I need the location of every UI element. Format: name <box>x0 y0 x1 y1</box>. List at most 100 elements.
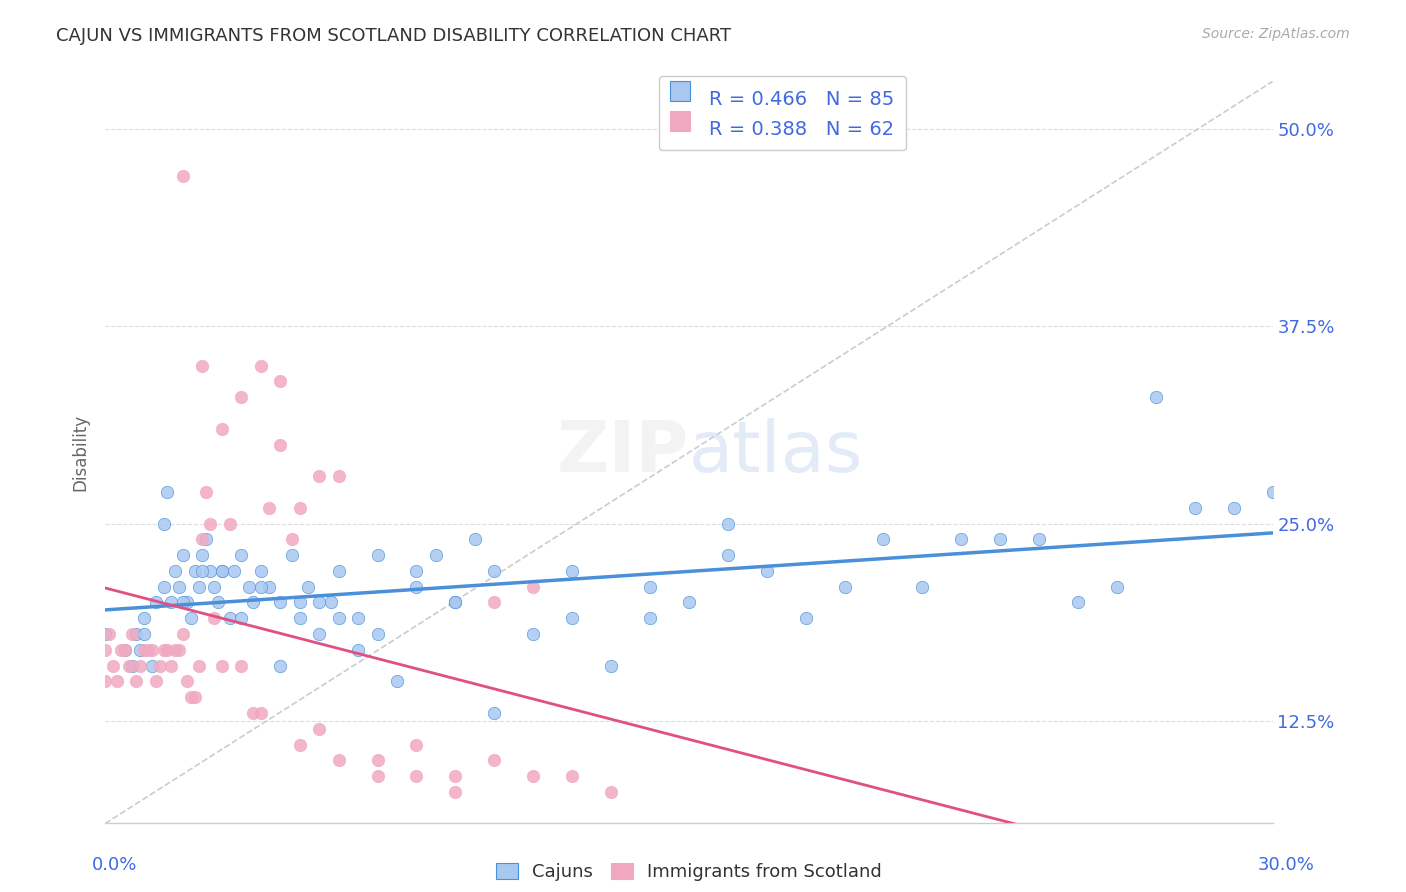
Point <box>191 359 214 373</box>
Point <box>242 595 264 609</box>
Point <box>114 642 136 657</box>
Text: 30.0%: 30.0% <box>1258 856 1315 874</box>
Point <box>211 658 233 673</box>
Point <box>165 564 187 578</box>
Point <box>160 595 183 609</box>
Point <box>176 595 198 609</box>
Point <box>202 580 225 594</box>
Point <box>180 611 202 625</box>
Text: CAJUN VS IMMIGRANTS FROM SCOTLAND DISABILITY CORRELATION CHART: CAJUN VS IMMIGRANTS FROM SCOTLAND DISABI… <box>56 27 731 45</box>
Point <box>425 548 447 562</box>
Point <box>200 516 222 531</box>
Point <box>94 627 117 641</box>
Point <box>638 580 661 594</box>
Point <box>269 375 291 389</box>
Point <box>172 595 194 609</box>
Point <box>176 674 198 689</box>
Point <box>117 658 139 673</box>
Point <box>308 469 330 483</box>
Point <box>145 595 167 609</box>
Point <box>141 642 163 657</box>
Point <box>125 627 148 641</box>
Point <box>195 484 218 499</box>
Point <box>328 753 350 767</box>
Point <box>1184 500 1206 515</box>
Point <box>561 564 583 578</box>
Point <box>308 722 330 736</box>
Point <box>105 674 128 689</box>
Point <box>172 627 194 641</box>
Point <box>385 674 408 689</box>
Point <box>484 753 506 767</box>
Point <box>522 627 544 641</box>
Point <box>405 564 427 578</box>
Point <box>755 564 778 578</box>
Point <box>988 533 1011 547</box>
Point <box>231 611 253 625</box>
Point <box>347 642 370 657</box>
Point <box>950 533 973 547</box>
Point <box>600 785 623 799</box>
Point <box>561 769 583 783</box>
Point <box>1222 500 1244 515</box>
Point <box>238 580 260 594</box>
Point <box>180 690 202 705</box>
Point <box>250 580 273 594</box>
Point <box>207 595 229 609</box>
Point <box>145 674 167 689</box>
Point <box>1028 533 1050 547</box>
Point <box>484 706 506 720</box>
Point <box>484 564 506 578</box>
Point <box>281 548 304 562</box>
Point <box>156 642 179 657</box>
Point <box>308 627 330 641</box>
Point <box>231 658 253 673</box>
Point <box>160 658 183 673</box>
Point <box>405 580 427 594</box>
Point <box>136 642 159 657</box>
Point <box>187 580 209 594</box>
Point <box>638 611 661 625</box>
Point <box>794 611 817 625</box>
Point <box>134 627 156 641</box>
Point <box>328 611 350 625</box>
Point <box>1261 484 1284 499</box>
Point <box>165 642 187 657</box>
Text: atlas: atlas <box>689 418 863 487</box>
Point <box>269 658 291 673</box>
Point <box>257 500 280 515</box>
Point <box>94 674 117 689</box>
Point <box>269 437 291 451</box>
Point <box>222 564 245 578</box>
Point <box>172 548 194 562</box>
Point <box>405 738 427 752</box>
Point <box>183 690 205 705</box>
Point <box>183 564 205 578</box>
Point <box>200 564 222 578</box>
Point <box>717 516 740 531</box>
Point <box>288 611 311 625</box>
Point <box>367 548 389 562</box>
Point <box>297 580 319 594</box>
Point <box>522 580 544 594</box>
Point <box>125 674 148 689</box>
Point <box>288 595 311 609</box>
Point <box>152 516 174 531</box>
Point <box>328 469 350 483</box>
Point <box>172 169 194 184</box>
Point <box>121 627 143 641</box>
Point <box>281 533 304 547</box>
Point <box>191 548 214 562</box>
Point <box>211 564 233 578</box>
Text: 0.0%: 0.0% <box>91 856 136 874</box>
Point <box>367 753 389 767</box>
Point <box>347 611 370 625</box>
Point <box>152 580 174 594</box>
Point <box>444 595 467 609</box>
Point <box>129 642 152 657</box>
Point <box>911 580 934 594</box>
Point <box>149 658 172 673</box>
Point <box>288 738 311 752</box>
Point <box>187 658 209 673</box>
Point <box>134 611 156 625</box>
